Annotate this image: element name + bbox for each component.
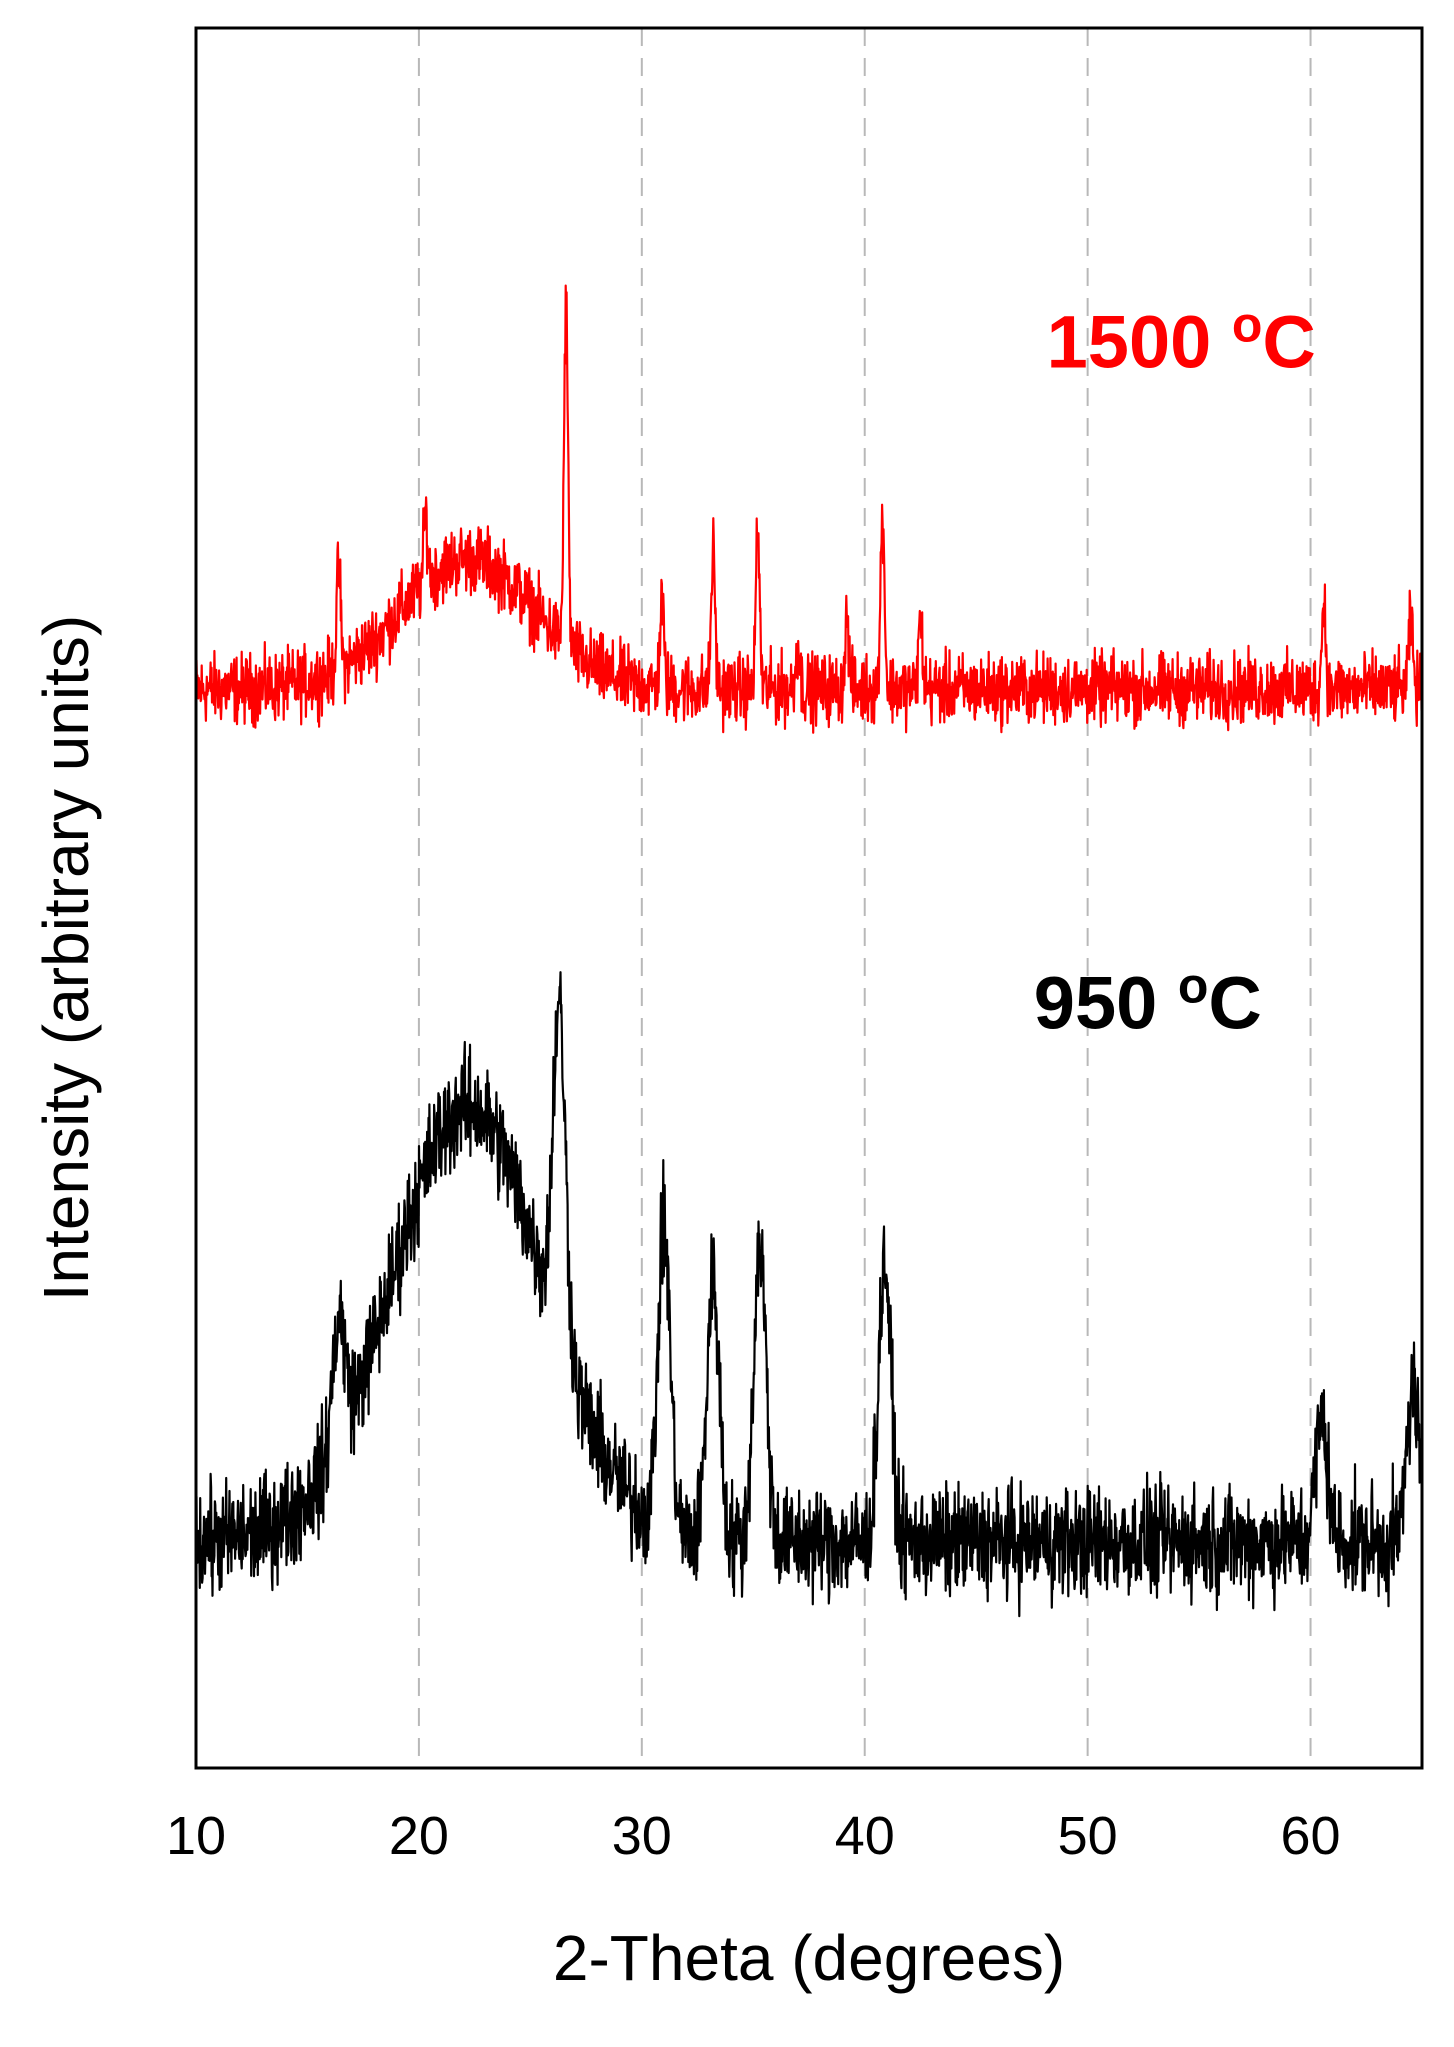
- y-axis-title: Intensity (arbitrary units): [30, 615, 102, 1301]
- grid-lines: [417, 28, 1312, 1768]
- series-line-0: [194, 284, 1424, 734]
- x-axis-title: 2-Theta (degrees): [553, 1922, 1065, 1994]
- x-axis-ticks: 10 20 30 40 50 60: [166, 1806, 1341, 1866]
- x-tick-label-60: 60: [1281, 1806, 1341, 1866]
- plot-frame: [194, 26, 1424, 1770]
- series-labels: 1500 oC 950 oC: [1034, 296, 1316, 1044]
- x-tick-label-20: 20: [389, 1806, 449, 1866]
- plot-series: [194, 284, 1424, 1618]
- series-line-1: [194, 971, 1424, 1618]
- x-tick-label-50: 50: [1058, 1806, 1118, 1866]
- x-tick-label-40: 40: [835, 1806, 895, 1866]
- x-tick-label-10: 10: [166, 1806, 226, 1866]
- series-label-0: 1500 oC: [1047, 296, 1316, 383]
- series-label-1: 950 oC: [1034, 958, 1262, 1045]
- x-tick-label-30: 30: [612, 1806, 672, 1866]
